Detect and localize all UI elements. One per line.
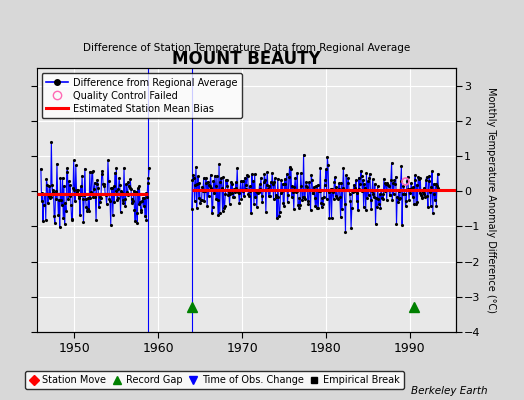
Legend: Station Move, Record Gap, Time of Obs. Change, Empirical Break: Station Move, Record Gap, Time of Obs. C…: [25, 371, 404, 389]
Text: Difference of Station Temperature Data from Regional Average: Difference of Station Temperature Data f…: [83, 44, 410, 54]
Text: Berkeley Earth: Berkeley Earth: [411, 386, 487, 396]
Y-axis label: Monthly Temperature Anomaly Difference (°C): Monthly Temperature Anomaly Difference (…: [486, 87, 496, 313]
Title: MOUNT BEAUTY: MOUNT BEAUTY: [172, 50, 321, 68]
